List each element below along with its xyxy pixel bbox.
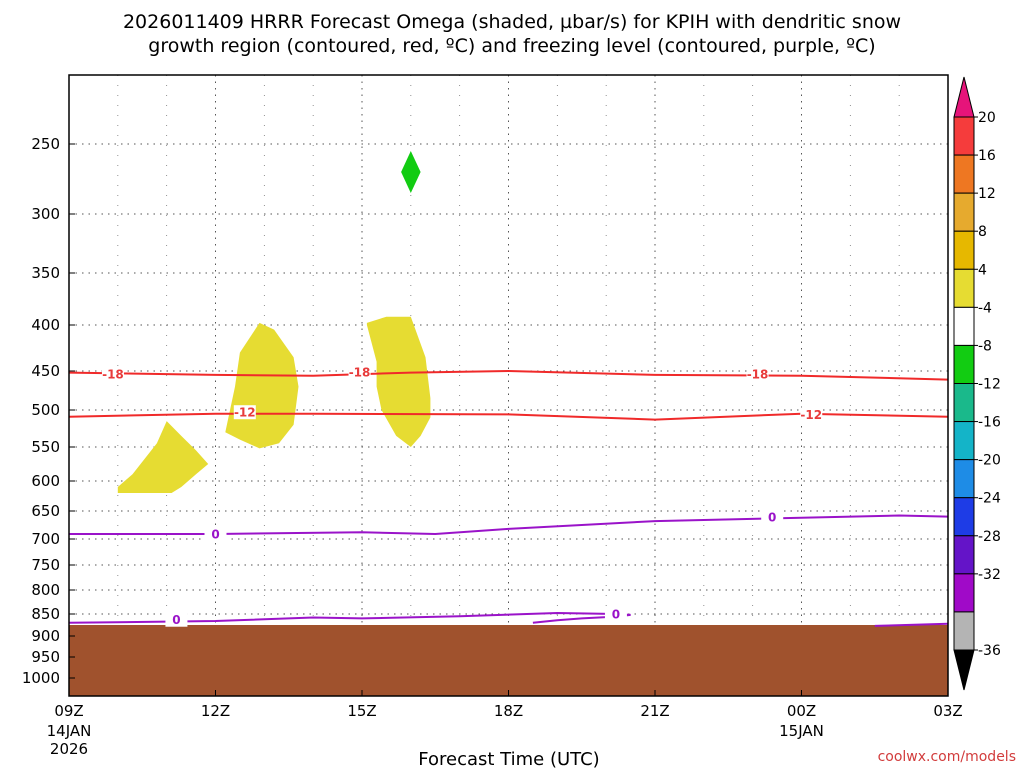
- x-tick-label-09Z: 09Z: [54, 702, 83, 720]
- contour-label-bg: [348, 364, 371, 379]
- y-tick-label-600: 600: [31, 472, 60, 490]
- contour-label-3-0: 0: [172, 613, 180, 627]
- y-tick-label-400: 400: [31, 316, 60, 334]
- colorbar-label-2: 12: [978, 186, 996, 202]
- y-tick-label-850: 850: [31, 605, 60, 623]
- colorbar-swatch-9: [953, 459, 975, 499]
- colorbar-swatch-5: [953, 306, 975, 346]
- x-tick-label-15Z: 15Z: [347, 702, 376, 720]
- y-tick-label-450: 450: [31, 362, 60, 380]
- chart-title-line-1: 2026011409 HRRR Forecast Omega (shaded, …: [123, 11, 901, 33]
- x-tick-label-00Z: 00Z: [787, 702, 816, 720]
- contour-label-bg: [101, 367, 124, 382]
- contour-line-3: [68, 611, 631, 624]
- contour-label-2-1: 0: [768, 511, 776, 525]
- colorbar-swatch-7: [953, 383, 975, 423]
- credit-text: coolwx.com/models: [878, 749, 1016, 765]
- contour-line-4: [874, 622, 949, 627]
- contour-label-2-0: 0: [211, 527, 219, 541]
- colorbar-swatch-8: [953, 421, 975, 461]
- y-tick-label-950: 950: [31, 648, 60, 666]
- colorbar-label-5: -4: [978, 300, 992, 316]
- colorbar-label-4: 4: [978, 262, 987, 278]
- colorbar-bottom-arrow: [953, 649, 975, 691]
- colorbar-label-11: -28: [978, 529, 1001, 545]
- colorbar-swatch-2: [953, 192, 975, 232]
- x-tick-label-18Z: 18Z: [494, 702, 523, 720]
- y-tick-label-250: 250: [31, 135, 60, 153]
- y-tick-label-1000: 1000: [22, 669, 60, 687]
- contour-line-2: [69, 514, 949, 536]
- y-tick-label-500: 500: [31, 401, 60, 419]
- colorbar-swatch-13: [953, 611, 975, 651]
- contour-line-0: [68, 369, 949, 381]
- contour-label-0-1: -18: [349, 365, 371, 379]
- contour-label-0-2: -18: [747, 368, 769, 382]
- contour-label-bg: [165, 612, 188, 627]
- colorbar-swatch-4: [953, 268, 975, 308]
- x-tick-date-09Z: 14JAN: [47, 722, 92, 740]
- y-tick-label-300: 300: [31, 205, 60, 223]
- contour-label-3-1: 0: [612, 608, 620, 622]
- y-tick-label-750: 750: [31, 556, 60, 574]
- y-tick-label-700: 700: [31, 530, 60, 548]
- colorbar-label-6: -8: [978, 338, 992, 354]
- omega-area-1: [225, 322, 299, 449]
- colorbar-swatch-12: [953, 573, 975, 613]
- colorbar-swatch-3: [953, 230, 975, 270]
- colorbar-label-3: 8: [978, 224, 987, 240]
- y-tick-label-350: 350: [31, 264, 60, 282]
- colorbar-swatch-6: [953, 344, 975, 384]
- x-tick-label-03Z: 03Z: [933, 702, 962, 720]
- omega-area-0: [117, 421, 209, 493]
- colorbar-top-arrow: [953, 76, 975, 118]
- contour-label-1-0: -12: [234, 406, 256, 420]
- y-tick-label-650: 650: [31, 502, 60, 520]
- terrain-fill: [69, 625, 948, 696]
- colorbar-swatch-1: [953, 154, 975, 194]
- colorbar-label-10: -24: [978, 491, 1001, 507]
- colorbar-label-8: -16: [978, 415, 1001, 431]
- x-axis-label: Forecast Time (UTC): [418, 749, 599, 768]
- colorbar-label-12: -32: [978, 567, 1001, 583]
- colorbar-label-1: 16: [978, 148, 996, 164]
- omega-area-2: [366, 316, 431, 447]
- contour-label-0-0: -18: [102, 368, 124, 382]
- contour-label-1-1: -12: [800, 408, 822, 422]
- y-tick-label-800: 800: [31, 581, 60, 599]
- colorbar-swatch-11: [953, 535, 975, 575]
- omega-area-3: [401, 151, 421, 193]
- colorbar-label-7: -12: [978, 377, 1001, 393]
- x-tick-label-12Z: 12Z: [201, 702, 230, 720]
- contour-label-bg: [604, 607, 627, 621]
- y-tick-label-550: 550: [31, 438, 60, 456]
- colorbar-label-0: 20: [978, 110, 996, 126]
- contour-label-bg: [204, 526, 227, 541]
- contour-label-bg: [800, 407, 823, 422]
- colorbar-label-13: -36: [978, 643, 1001, 659]
- x-tick-label-21Z: 21Z: [640, 702, 669, 720]
- colorbar-swatch-0: [953, 116, 975, 156]
- contour-label-bg: [233, 405, 256, 420]
- contour-label-bg: [761, 510, 784, 525]
- colorbar-label-9: -20: [978, 453, 1001, 469]
- y-tick-label-900: 900: [31, 627, 60, 645]
- colorbar-swatch-10: [953, 497, 975, 537]
- contour-label-bg: [746, 367, 769, 382]
- chart-title-line-2: growth region (contoured, red, ºC) and f…: [148, 35, 875, 57]
- x-tick-date-00Z: 15JAN: [779, 722, 824, 740]
- x-tick-year-09Z: 2026: [50, 740, 88, 758]
